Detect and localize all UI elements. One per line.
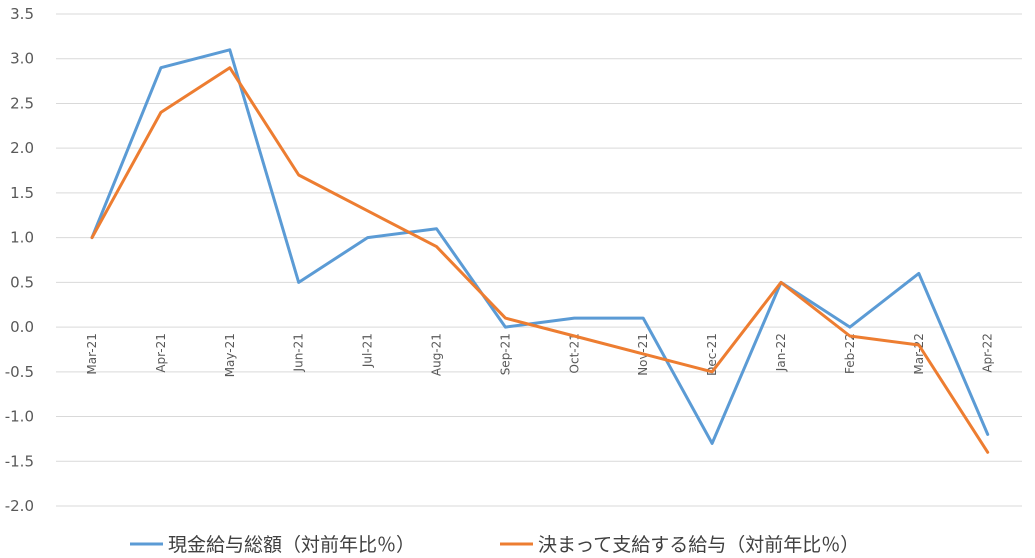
x-tick-label: Jul-21 [361,333,375,368]
y-tick-label: 3.0 [10,50,34,68]
y-tick-label: 3.5 [10,5,34,23]
x-tick-label: Jan-22 [774,333,788,372]
legend-label-series-1: 現金給与総額（対前年比％） [168,534,415,556]
y-tick-label: 0.0 [10,318,34,336]
series-line-2 [90,66,990,454]
x-tick-label: Mar-21 [85,333,99,374]
x-tick-label: Apr-22 [981,333,995,373]
y-tick-label: -1.5 [5,452,34,470]
y-tick-label: -1.0 [5,408,34,426]
y-tick-label: -2.0 [5,497,34,515]
y-tick-label: 2.5 [10,94,34,112]
x-tick-label: Sep-21 [498,333,512,375]
gridlines [56,13,1022,507]
x-tick-label: Apr-21 [154,333,168,373]
x-tick-label: Feb-22 [843,333,857,374]
y-tick-label: 2.0 [10,139,34,157]
x-tick-label: Jun-21 [292,333,306,372]
y-axis: 3.5 3.0 2.5 2.0 1.5 1.0 0.5 0.0 -0.5 -1.0 -1.5 -2.0 [5,5,34,515]
legend: 現金給与総額（対前年比％） 決まって支給する給与（対前年比％） [130,534,859,556]
y-tick-label: -0.5 [5,363,34,381]
x-tick-label: May-21 [223,333,237,377]
legend-label-series-2: 決まって支給する給与（対前年比％） [538,534,859,556]
series-line-1 [90,48,990,445]
series-lines [90,48,990,454]
y-tick-label: 1.5 [10,184,34,202]
x-axis: Mar-21 Apr-21 May-21 Jun-21 Jul-21 Aug-21 Sep-… [85,333,995,377]
x-tick-label: Aug-21 [430,333,444,376]
x-tick-label: Oct-21 [567,333,581,373]
y-tick-label: 0.5 [10,273,34,291]
y-tick-label: 1.0 [10,229,34,247]
